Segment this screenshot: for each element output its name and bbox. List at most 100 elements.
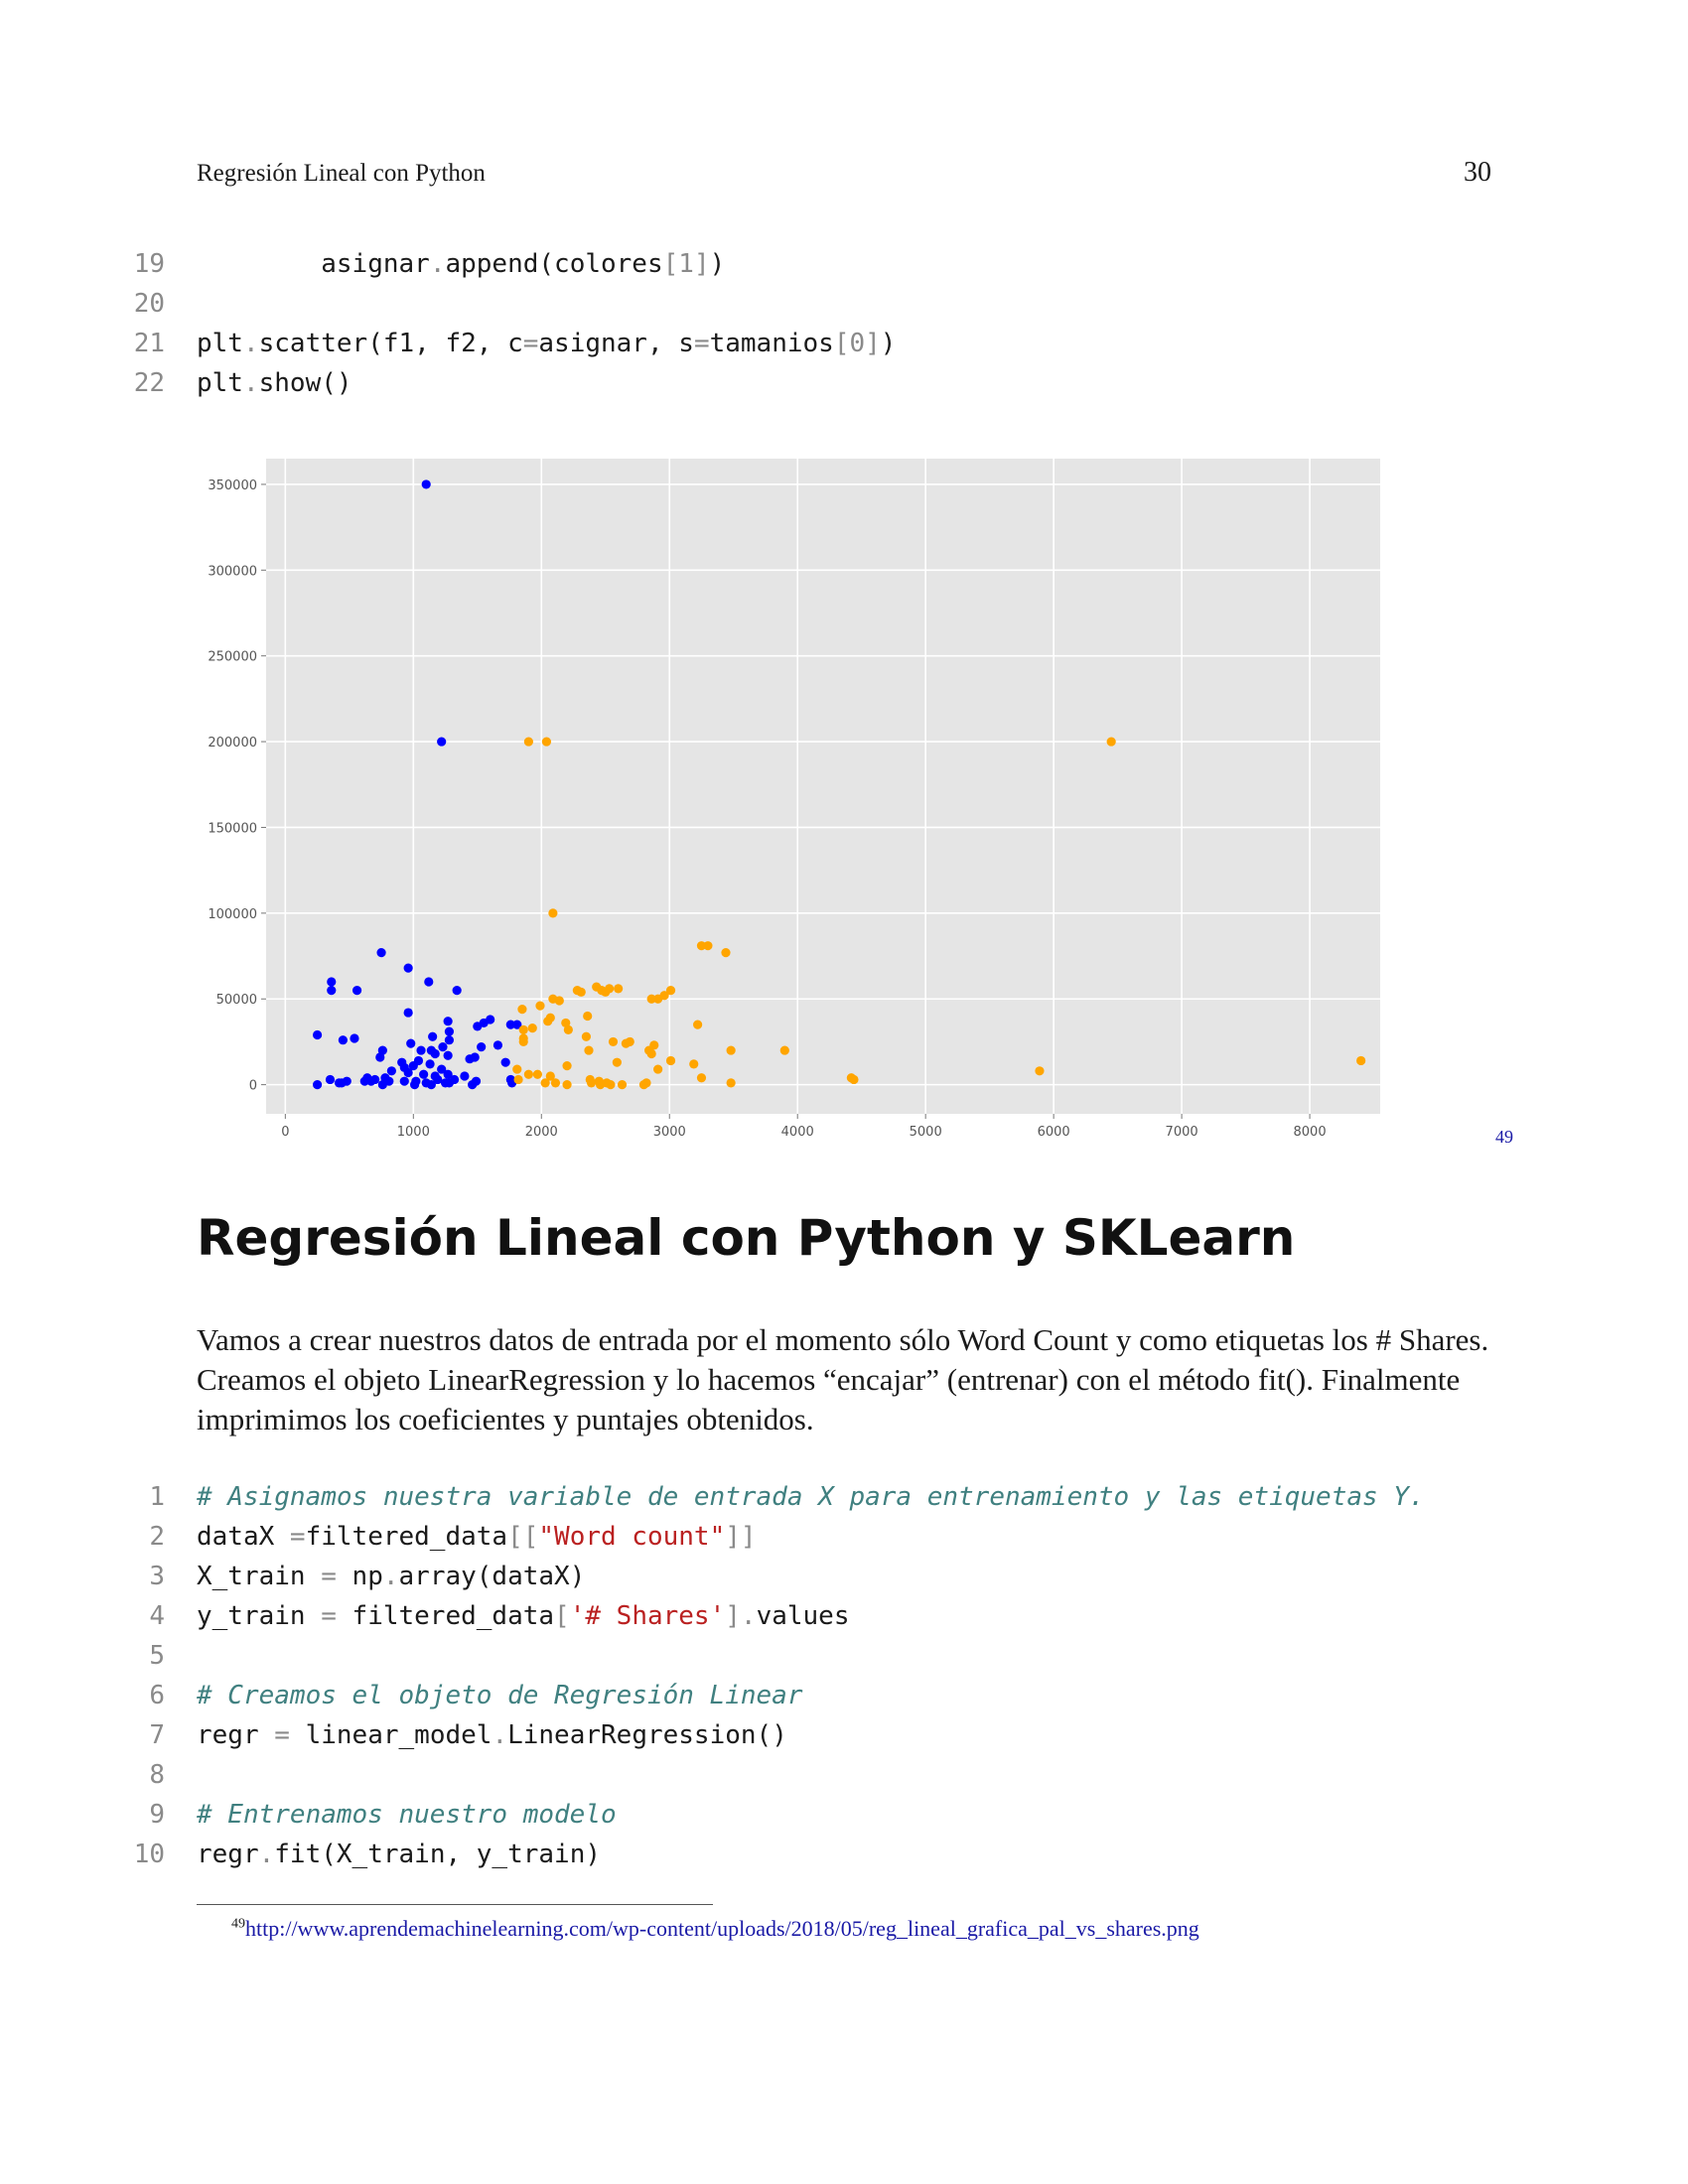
data-point <box>410 1080 420 1090</box>
code-token: . <box>429 249 446 279</box>
data-point <box>444 1026 455 1036</box>
data-point <box>426 1080 436 1090</box>
code-text: y_train = filtered_data['# Shares'].valu… <box>197 1596 849 1636</box>
line-number: 5 <box>149 1641 165 1671</box>
y-tick-label: 0 <box>249 1079 257 1094</box>
data-point <box>581 1031 592 1041</box>
code-token: X_train <box>197 1562 322 1591</box>
running-header: Regresión Lineal con Python 30 <box>197 157 1491 189</box>
line-number: 7 <box>149 1720 165 1750</box>
data-point <box>312 1029 323 1040</box>
code-text: X_train = np.array(dataX) <box>197 1557 585 1596</box>
line-number: 9 <box>149 1800 165 1830</box>
data-point <box>540 1078 550 1088</box>
code-token: 1 <box>678 249 694 279</box>
data-point <box>583 1011 593 1022</box>
x-tick-label: 4000 <box>781 1125 814 1140</box>
footnote-link[interactable]: http://www.aprendemachinelearning.com/wp… <box>245 1916 1199 1941</box>
data-point <box>403 963 413 973</box>
code-token: = <box>321 1601 337 1631</box>
code-token: . <box>242 368 259 398</box>
code-token: [ <box>554 1601 570 1631</box>
code-token: [ <box>833 329 850 358</box>
code-line: 7 regr = linear_model.LinearRegression() <box>129 1715 1519 1755</box>
figure-footnote-ref[interactable]: 49 <box>1495 1127 1513 1147</box>
data-point <box>576 987 586 997</box>
data-point <box>596 1080 606 1090</box>
code-token: regr <box>197 1840 259 1869</box>
code-token: [ <box>662 249 679 279</box>
data-point <box>518 1036 528 1047</box>
line-number: 1 <box>149 1482 165 1512</box>
code-token: fit(X_train, y_train) <box>274 1840 602 1869</box>
intro-paragraph: Vamos a crear nuestros datos de entrada … <box>197 1322 1489 1436</box>
data-point <box>424 977 434 987</box>
header-title: Regresión Lineal con Python <box>197 160 486 187</box>
data-point <box>377 1045 387 1055</box>
data-point <box>653 1064 663 1074</box>
footnote-marker: 49 <box>231 1916 245 1932</box>
data-point <box>512 1064 522 1074</box>
data-point <box>443 1069 453 1079</box>
data-point <box>1035 1066 1045 1076</box>
code-text: regr.fit(X_train, y_train) <box>197 1835 601 1874</box>
footnote: 49http://www.aprendemachinelearning.com/… <box>231 1916 1199 1942</box>
code-token: ]. <box>725 1601 757 1631</box>
code-token: # Entrenamos nuestro modelo <box>197 1800 617 1830</box>
data-point <box>689 1059 699 1069</box>
code-line: 2 dataX =filtered_data[["Word count"]] <box>129 1517 1519 1557</box>
data-point <box>452 986 462 996</box>
code-text: plt.show() <box>197 363 352 403</box>
line-number: 20 <box>133 289 165 319</box>
data-point <box>543 1017 553 1026</box>
data-point <box>1106 737 1116 747</box>
line-number: 4 <box>149 1601 165 1631</box>
data-point <box>665 986 676 996</box>
code-text: # Creamos el objeto de Regresión Linear <box>197 1676 802 1715</box>
data-point <box>586 1078 597 1088</box>
code-token: scatter(f1, f2, c <box>258 329 523 358</box>
data-point <box>726 1045 736 1055</box>
code-token: # Creamos el objeto de Regresión Linear <box>197 1681 803 1710</box>
data-point <box>338 1035 348 1045</box>
code-line: 10 regr.fit(X_train, y_train) <box>129 1835 1519 1874</box>
data-point <box>523 737 533 747</box>
code-token: ] <box>865 329 881 358</box>
data-point <box>550 1078 561 1088</box>
line-number: 3 <box>149 1562 165 1591</box>
code-token: "Word count" <box>538 1522 726 1552</box>
line-number: 19 <box>133 249 165 279</box>
data-point <box>477 1042 487 1052</box>
data-point <box>638 1080 649 1090</box>
data-point <box>359 1076 369 1086</box>
data-point <box>366 1076 376 1086</box>
data-point <box>563 1024 573 1034</box>
data-point <box>327 986 337 996</box>
data-point <box>849 1074 859 1085</box>
x-tick-label: 3000 <box>653 1125 686 1140</box>
data-point <box>430 1048 440 1059</box>
data-point <box>399 1076 409 1086</box>
data-point <box>327 977 337 987</box>
code-line: 20 <box>129 284 1519 324</box>
data-point <box>646 1048 656 1059</box>
code-text: # Asignamos nuestra variable de entrada … <box>197 1477 1425 1517</box>
y-tick-label: 250000 <box>208 650 257 665</box>
data-point <box>693 1020 703 1029</box>
data-point <box>325 1074 336 1085</box>
code-text: regr = linear_model.LinearRegression() <box>197 1715 787 1755</box>
data-point <box>612 1057 622 1067</box>
code-line: 3 X_train = np.array(dataX) <box>129 1557 1519 1596</box>
data-point <box>523 1069 533 1079</box>
page-number: 30 <box>1464 157 1491 188</box>
data-point <box>437 1064 447 1074</box>
code-line: 1 # Asignamos nuestra variable de entrada… <box>129 1477 1519 1517</box>
y-tick-label: 350000 <box>208 478 257 493</box>
data-point <box>703 941 713 951</box>
data-point <box>438 1042 448 1052</box>
data-point <box>1356 1055 1366 1066</box>
code-text: asignar.append(colores[1]) <box>197 244 725 284</box>
data-point <box>408 1061 418 1071</box>
line-number: 8 <box>149 1760 165 1790</box>
code-token: [[ <box>507 1522 539 1552</box>
